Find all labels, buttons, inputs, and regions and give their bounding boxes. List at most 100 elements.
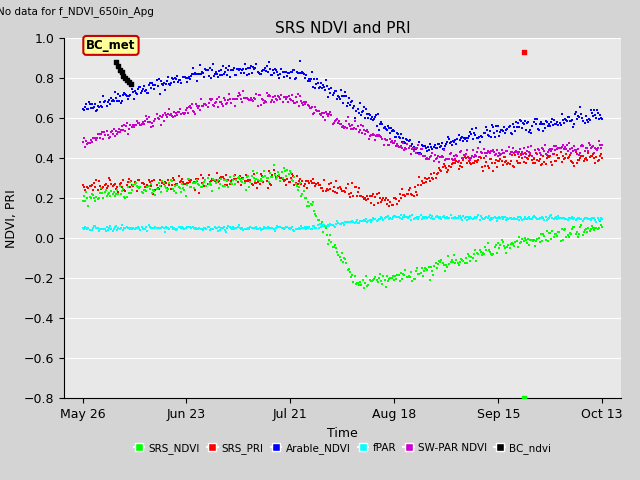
Point [340,188,351,195]
Point [273,172,284,180]
Point [258,173,268,180]
Point [436,154,446,161]
Point [346,189,356,197]
Point [458,213,468,220]
Point [529,155,539,162]
Point [500,158,510,166]
Point [94,103,104,111]
Point [205,95,215,103]
Point [202,182,212,190]
Point [301,194,311,202]
Point [206,181,216,189]
Point [431,170,442,178]
Point [131,180,141,187]
Point [534,157,544,165]
Point [232,176,242,184]
Point [198,102,209,109]
Point [486,133,496,141]
Point [267,72,277,79]
Point [418,179,428,187]
Point [574,230,584,238]
Point [175,76,186,84]
Point [588,143,598,150]
Point [481,247,492,254]
Point [511,157,522,165]
Point [358,193,368,201]
Point [560,216,570,223]
Point [173,78,184,85]
Point [581,214,591,222]
Point [319,83,330,91]
Point [486,155,496,163]
Point [312,179,323,187]
Point [255,91,265,98]
Point [486,147,496,155]
Point [215,226,225,233]
Point [100,97,111,105]
Point [596,144,606,152]
Point [325,185,335,192]
Point [461,254,471,262]
Point [477,149,488,157]
Point [238,66,248,73]
Point [164,225,175,232]
Point [380,276,390,284]
Point [283,98,293,106]
Point [105,176,115,184]
Point [157,81,168,89]
Point [180,74,191,82]
Point [540,160,550,168]
Point [152,82,163,89]
Point [396,269,406,277]
Point [83,105,93,113]
Point [196,96,207,103]
Point [537,237,547,245]
Point [88,186,98,194]
Point [456,159,466,167]
Point [185,179,195,186]
Point [241,95,251,102]
Point [112,226,122,234]
Point [260,172,271,180]
Point [99,184,109,192]
Point [104,134,114,142]
Point [546,147,556,155]
Point [419,267,429,275]
Point [300,71,310,78]
Point [412,191,422,199]
Point [318,222,328,230]
Point [431,213,441,221]
Point [418,272,428,279]
Point [544,120,554,128]
Point [544,229,554,237]
Point [557,144,567,151]
Point [590,144,600,152]
Point [220,226,230,234]
Point [118,126,128,134]
Point [422,155,433,162]
Point [371,217,381,225]
Point [388,272,398,280]
Point [537,213,547,221]
Point [395,191,405,198]
Point [484,132,494,140]
Point [548,215,559,223]
Point [127,225,138,233]
Point [449,152,460,159]
Point [315,83,325,91]
Point [342,102,352,110]
Point [96,226,106,233]
Point [593,214,603,221]
Point [529,119,539,126]
Point [347,217,357,225]
Point [295,175,305,182]
Point [431,155,441,163]
Point [433,260,443,267]
Point [377,196,387,204]
Point [269,69,279,76]
Point [228,223,238,231]
Point [178,178,188,186]
Point [579,157,589,165]
Point [362,110,372,118]
Point [133,183,143,191]
